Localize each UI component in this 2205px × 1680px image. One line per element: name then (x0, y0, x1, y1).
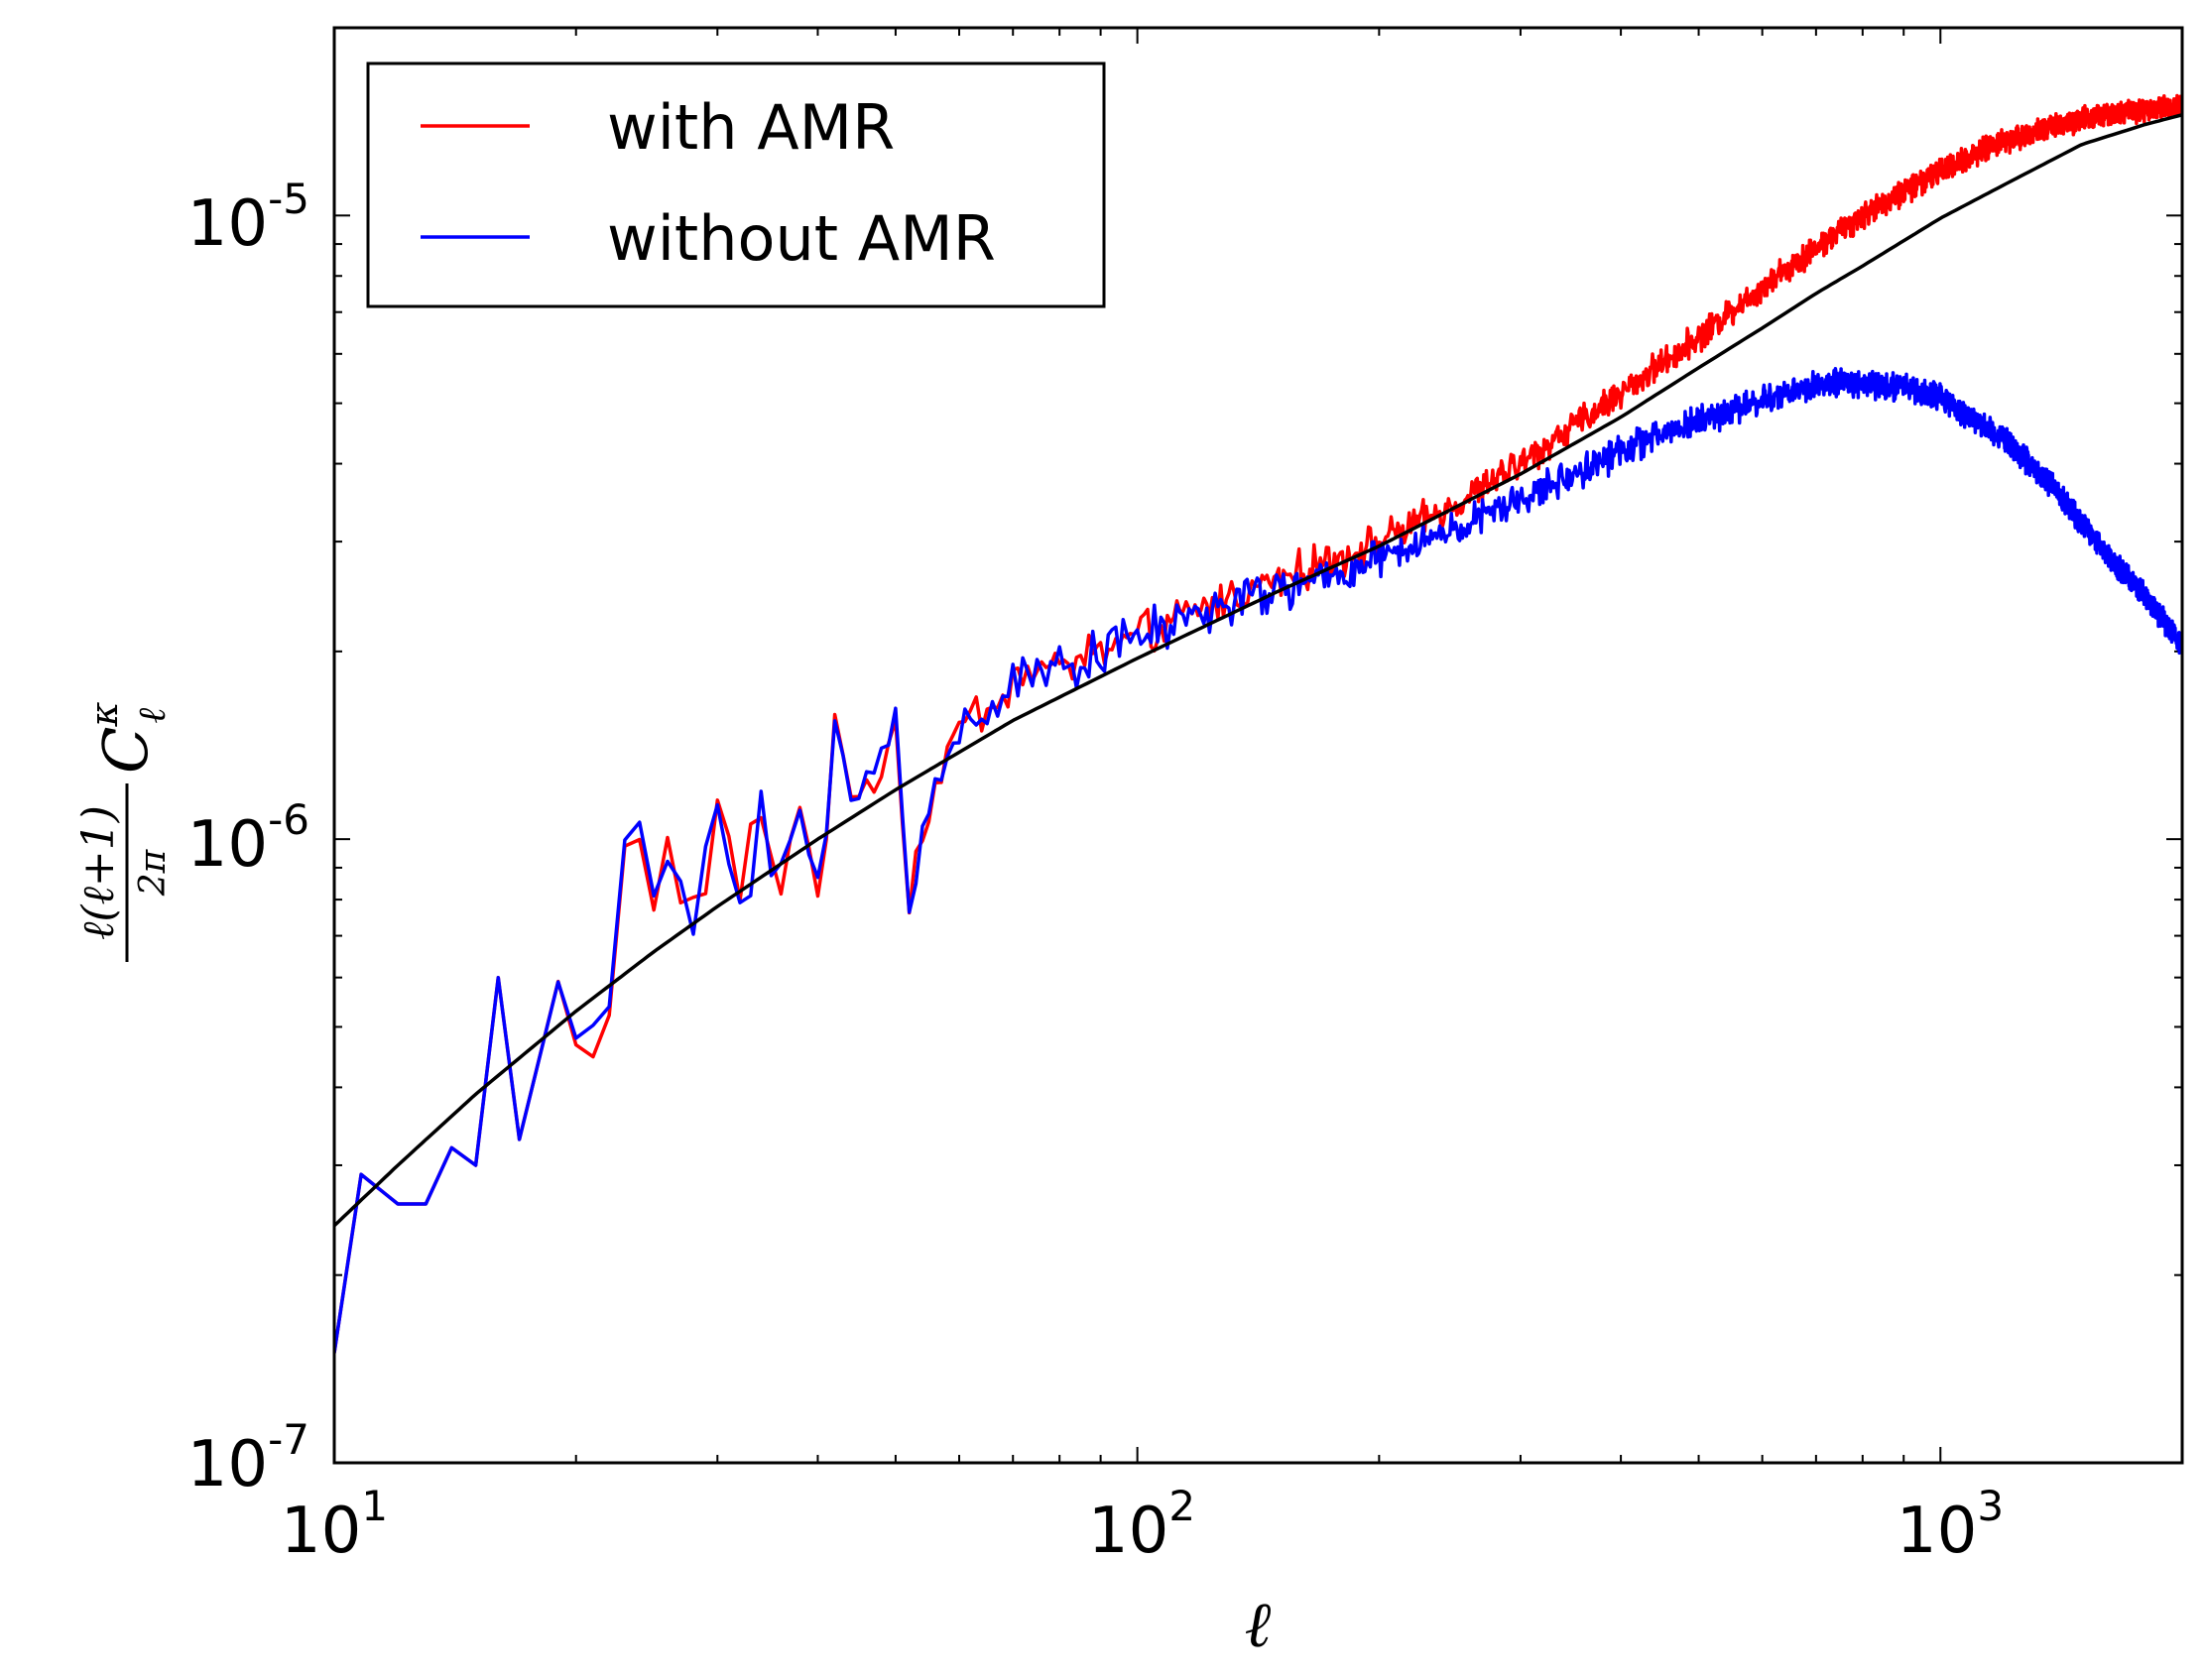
x-tick-label-100: 102 (1088, 1482, 1195, 1568)
y-label-symbol: Cκ ℓ (82, 702, 174, 774)
legend: with AMR without AMR (366, 61, 1106, 308)
y-tick-label-1e-5: 10-5 (187, 175, 309, 261)
legend-label-without-amr: without AMR (607, 202, 996, 275)
series-line-with-amr (334, 93, 2182, 1354)
plot-lines (334, 93, 2182, 1354)
series-line-without-amr (334, 366, 2182, 1354)
y-tick-label-1e-7: 10-7 (187, 1415, 309, 1501)
x-tick-label-10: 101 (281, 1482, 388, 1568)
legend-box (366, 61, 1106, 308)
plot-frame (332, 26, 2184, 1465)
legend-label-with-amr: with AMR (607, 91, 895, 164)
y-label-denominator: 2π (133, 848, 174, 897)
x-tick-label-1000: 103 (1897, 1482, 2004, 1568)
y-label-numerator: ℓ(ℓ+1) (73, 805, 124, 940)
y-axis-label: ℓ(ℓ+1) 2π Cκ ℓ (73, 702, 174, 962)
series-line-theory (334, 113, 2182, 1228)
y-tick-label-1e-6: 10-6 (187, 795, 309, 882)
x-axis-label: ℓ (1245, 1589, 1272, 1662)
